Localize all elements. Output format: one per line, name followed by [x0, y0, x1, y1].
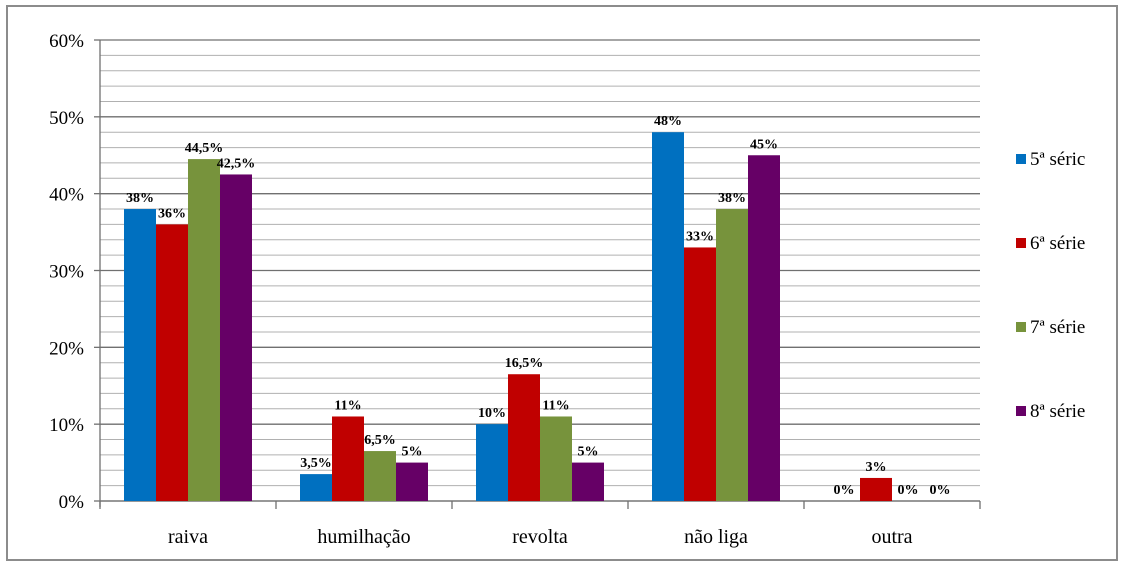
- y-tick-label: 60%: [49, 31, 84, 52]
- x-category-label: humilhação: [317, 526, 410, 548]
- x-category-label: raiva: [168, 526, 208, 548]
- legend-label: 6ª série: [1030, 233, 1085, 254]
- data-label: 5%: [402, 445, 423, 460]
- data-label: 38%: [126, 191, 154, 206]
- bar: [476, 424, 508, 501]
- legend-label: 7ª série: [1030, 317, 1085, 338]
- data-label: 10%: [478, 406, 506, 421]
- data-label: 3,5%: [300, 456, 332, 471]
- data-label: 6,5%: [364, 433, 396, 448]
- bar: [508, 374, 540, 501]
- data-label: 11%: [334, 398, 361, 413]
- bar: [332, 416, 364, 501]
- x-category-label: revolta: [512, 526, 568, 548]
- data-label: 16,5%: [505, 356, 544, 371]
- data-label: 33%: [686, 229, 714, 244]
- y-tick-label: 30%: [49, 262, 84, 283]
- bar: [364, 451, 396, 501]
- legend-label: 5ª séric: [1030, 149, 1085, 170]
- bar: [652, 132, 684, 501]
- legend-swatch: [1016, 322, 1026, 332]
- bar: [188, 159, 220, 501]
- x-category-label: não liga: [684, 526, 748, 548]
- legend-swatch: [1016, 406, 1026, 416]
- bar: [156, 224, 188, 501]
- y-tick-label: 50%: [49, 108, 84, 129]
- bar: [300, 474, 332, 501]
- bar: [540, 416, 572, 501]
- data-label: 44,5%: [185, 141, 224, 156]
- bar: [860, 477, 892, 501]
- legend-swatch: [1016, 154, 1026, 164]
- bar: [396, 462, 428, 501]
- data-label: 5%: [578, 445, 599, 460]
- data-label: 3%: [866, 460, 887, 475]
- data-label: 0%: [834, 483, 855, 498]
- data-label: 45%: [750, 137, 778, 152]
- bar: [748, 155, 780, 501]
- data-label: 0%: [930, 483, 951, 498]
- data-label: 36%: [158, 206, 186, 221]
- data-label: 11%: [542, 398, 569, 413]
- bar: [220, 174, 252, 502]
- bar: [716, 209, 748, 502]
- legend-label: 8ª série: [1030, 401, 1085, 422]
- y-tick-label: 10%: [49, 415, 84, 436]
- bar: [124, 209, 156, 502]
- legend-swatch: [1016, 238, 1026, 248]
- data-label: 0%: [898, 483, 919, 498]
- y-tick-label: 20%: [49, 338, 84, 359]
- data-label: 38%: [718, 191, 746, 206]
- data-label: 48%: [654, 114, 682, 129]
- x-category-label: outra: [871, 526, 912, 548]
- bar: [572, 462, 604, 501]
- bar: [684, 247, 716, 501]
- y-tick-label: 0%: [59, 492, 85, 513]
- y-tick-label: 40%: [49, 185, 84, 206]
- data-label: 42,5%: [217, 156, 256, 171]
